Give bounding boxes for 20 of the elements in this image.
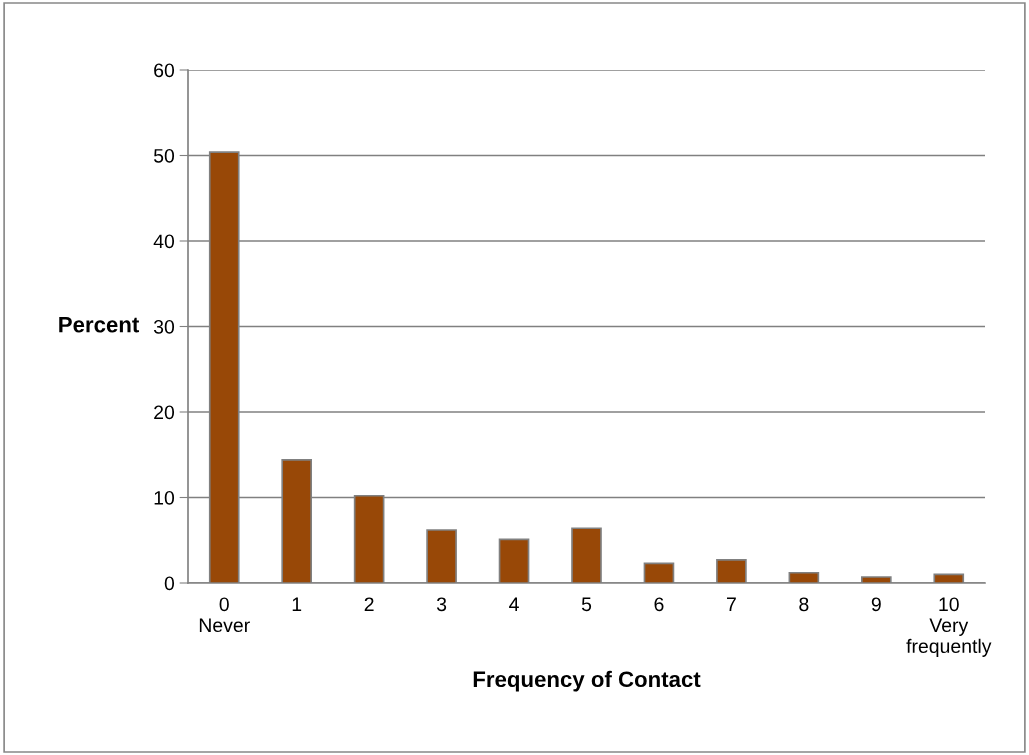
y-tick-label: 60 [154, 63, 175, 78]
x-tick-label: 7 [727, 597, 736, 611]
x-tick-label: 1 [292, 597, 302, 611]
y-tick-label: 20 [154, 405, 175, 420]
x-tick-label: 2 [364, 597, 374, 611]
x-tick-label: 9 [871, 597, 881, 612]
y-axis-title: Percent [59, 316, 140, 333]
x-tick-label: 3 [436, 597, 447, 612]
x-axis-title: Frequency of Contact [473, 670, 701, 692]
y-tick-label: 30 [153, 319, 175, 334]
y-tick-label: 50 [153, 148, 175, 163]
y-tick-label: 0 [164, 576, 175, 591]
y-tick-label: 10 [154, 490, 175, 505]
x-tick-label: 5 [581, 597, 592, 612]
x-tick-label: 8 [799, 597, 809, 612]
x-tick-label: 4 [509, 597, 519, 611]
x-tick-label: 0 Never [199, 597, 250, 633]
x-tick-label: 6 [654, 597, 664, 612]
y-tick-label: 40 [153, 234, 175, 249]
x-tick-label: 10 Very frequently [906, 597, 992, 657]
